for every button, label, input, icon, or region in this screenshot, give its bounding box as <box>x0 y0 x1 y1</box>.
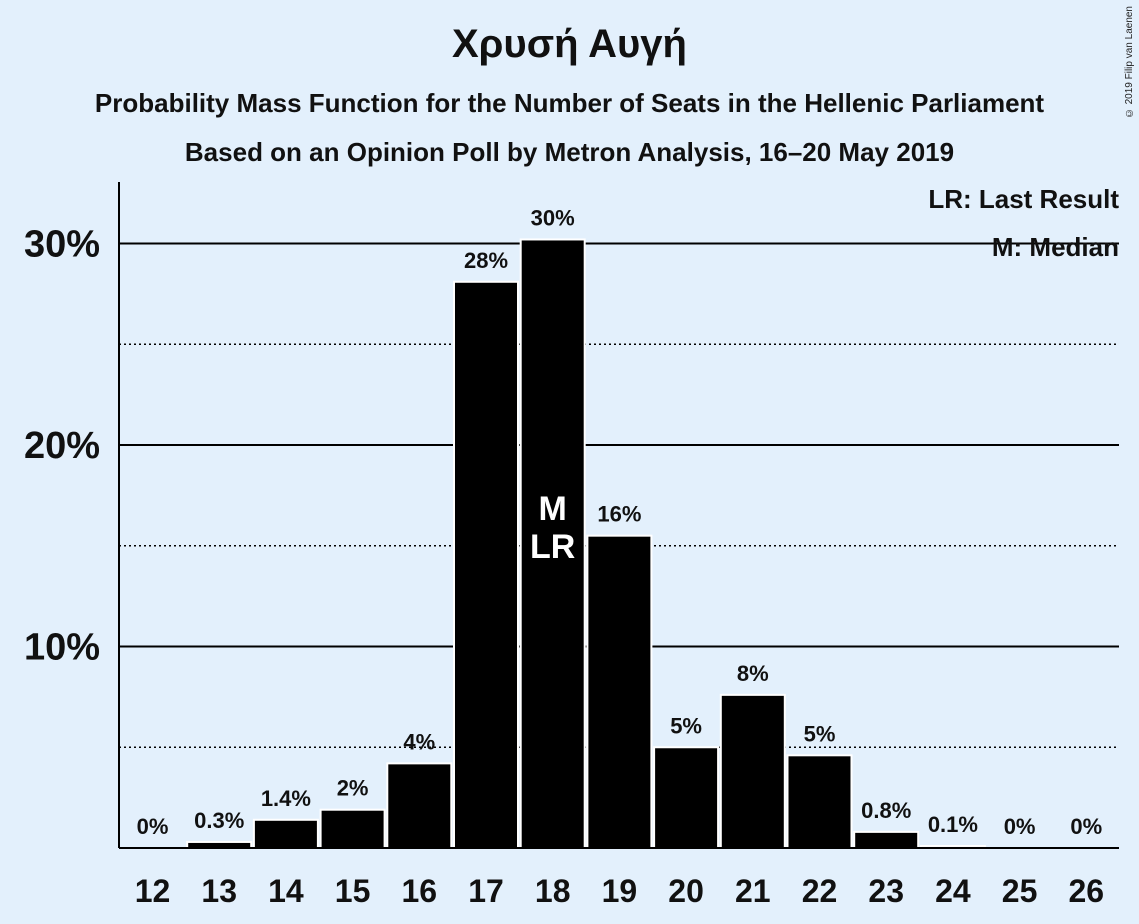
data-label-18: 30% <box>531 205 575 230</box>
median-marker: M <box>539 490 567 528</box>
data-label-19: 16% <box>597 502 641 527</box>
bar-18 <box>519 238 586 850</box>
bar-22 <box>786 754 853 849</box>
x-tick-label-14: 14 <box>268 873 304 909</box>
x-tick-label-19: 19 <box>602 873 638 909</box>
last-result-marker: LR <box>530 528 575 566</box>
y-tick-label: 20% <box>24 425 100 467</box>
bar-16 <box>386 762 453 849</box>
y-tick-label: 10% <box>24 627 100 669</box>
data-label-26: 0% <box>1070 814 1102 839</box>
data-label-16: 4% <box>403 729 435 754</box>
chart-title: Χρυσή Αυγή <box>452 22 687 66</box>
data-label-25: 0% <box>1004 814 1036 839</box>
x-tick-label-23: 23 <box>868 873 904 909</box>
data-label-21: 8% <box>737 661 769 686</box>
data-label-22: 5% <box>804 721 836 746</box>
x-tick-label-17: 17 <box>468 873 504 909</box>
x-tick-label-16: 16 <box>402 873 438 909</box>
x-tick-label-20: 20 <box>668 873 704 909</box>
x-tick-label-15: 15 <box>335 873 371 909</box>
data-label-17: 28% <box>464 248 508 273</box>
data-label-20: 5% <box>670 713 702 738</box>
legend-median: M: Median <box>991 232 1119 262</box>
x-tick-label-22: 22 <box>802 873 838 909</box>
bar-23 <box>853 830 920 850</box>
data-label-12: 0% <box>137 814 169 839</box>
data-label-24: 0.1% <box>928 812 978 837</box>
data-label-13: 0.3% <box>194 808 244 833</box>
x-tick-label-18: 18 <box>535 873 571 909</box>
x-tick-label-25: 25 <box>1002 873 1038 909</box>
data-label-23: 0.8% <box>861 798 911 823</box>
x-tick-label-24: 24 <box>935 873 971 909</box>
x-tick-label-26: 26 <box>1069 873 1105 909</box>
chart-subtitle-source: Based on an Opinion Poll by Metron Analy… <box>184 137 955 167</box>
bar-19 <box>586 534 653 849</box>
bar-15 <box>319 808 386 850</box>
x-tick-label-12: 12 <box>135 873 171 909</box>
x-tick-label-13: 13 <box>201 873 237 909</box>
bar-17 <box>453 280 519 850</box>
bar-21 <box>719 693 786 849</box>
data-label-15: 2% <box>337 776 369 801</box>
y-tick-label: 30% <box>24 224 100 266</box>
legend-last-result: LR: Last Result <box>928 184 1119 214</box>
bar-20 <box>653 746 720 849</box>
data-label-14: 1.4% <box>261 786 311 811</box>
x-tick-label-21: 21 <box>735 873 771 909</box>
bar-14 <box>252 818 319 849</box>
chart-subtitle: Probability Mass Function for the Number… <box>94 88 1045 118</box>
